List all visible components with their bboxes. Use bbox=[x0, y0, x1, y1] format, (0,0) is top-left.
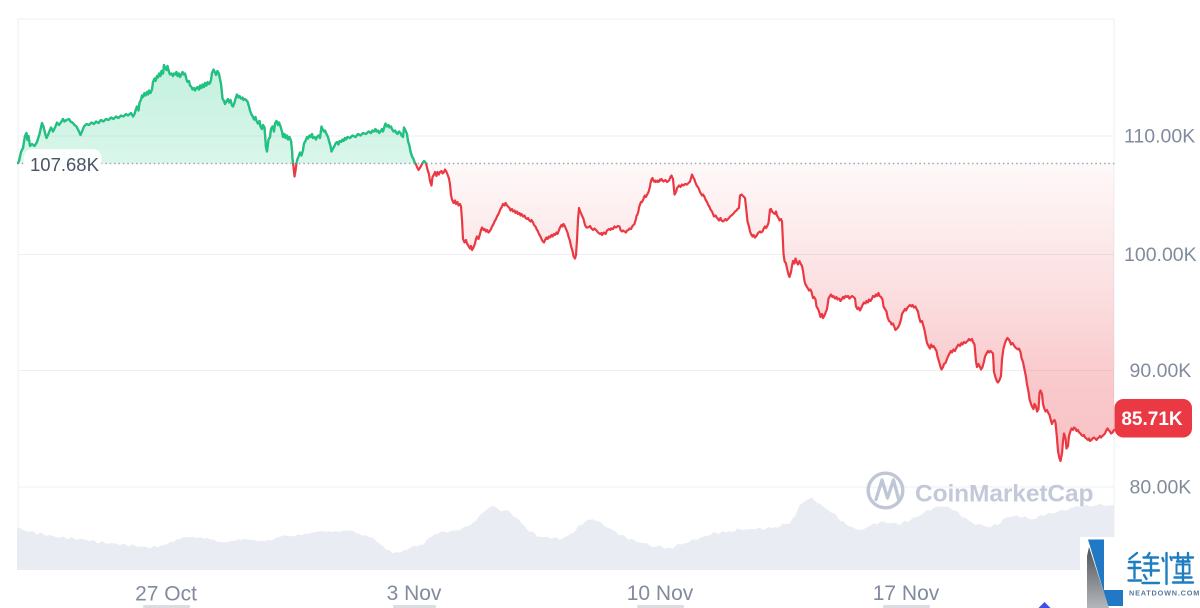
svg-text:10 Nov: 10 Nov bbox=[627, 582, 694, 605]
svg-text:80.00K: 80.00K bbox=[1130, 477, 1192, 499]
svg-text:90.00K: 90.00K bbox=[1130, 360, 1192, 382]
svg-text:17 Nov: 17 Nov bbox=[873, 582, 940, 605]
svg-text:27 Oct: 27 Oct bbox=[135, 583, 197, 606]
svg-text:CoinMarketCap: CoinMarketCap bbox=[915, 481, 1093, 508]
svg-text:3 Nov: 3 Nov bbox=[387, 582, 442, 605]
svg-text:110.00K: 110.00K bbox=[1124, 126, 1195, 148]
svg-text:NEATDOWN.COM: NEATDOWN.COM bbox=[1129, 589, 1200, 598]
svg-text:100.00K: 100.00K bbox=[1124, 244, 1197, 266]
svg-text:107.68K: 107.68K bbox=[30, 154, 100, 175]
svg-text:85.71K: 85.71K bbox=[1121, 409, 1183, 430]
